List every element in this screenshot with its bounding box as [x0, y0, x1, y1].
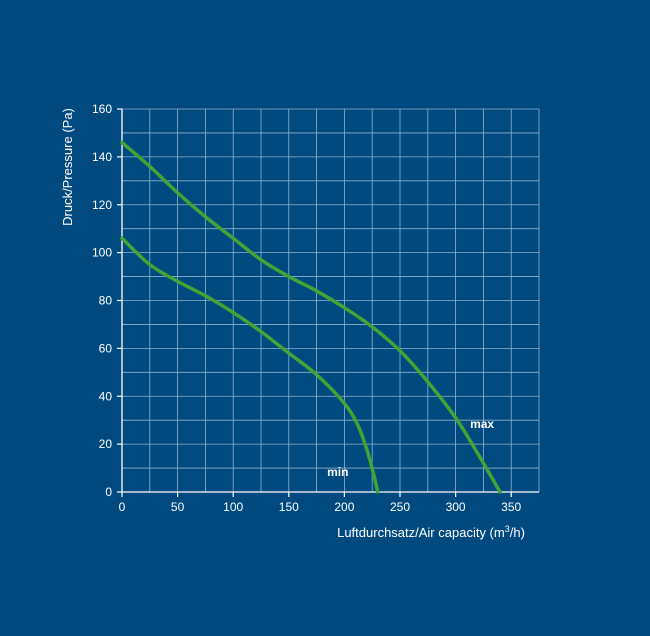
y-tick-label: 120 [92, 198, 112, 212]
grid [122, 108, 540, 492]
x-tick-label: 50 [171, 500, 185, 514]
series-line-max [120, 140, 502, 494]
x-tick-label: 150 [279, 500, 299, 514]
x-tick-label: 250 [390, 500, 410, 514]
series-line-min [120, 236, 380, 494]
y-tick-label: 140 [92, 150, 112, 164]
series-label-max: max [470, 417, 494, 431]
y-axis-title: Druck/Pressure (Pa) [60, 108, 75, 226]
x-tick-label: 0 [119, 500, 126, 514]
series-labels: max min [327, 417, 494, 479]
y-tick-label: 40 [99, 389, 113, 403]
axes [117, 108, 539, 497]
tick-labels: 0 50 100 150 200 250 300 350 0 20 40 60 80 100 120 140 1… [92, 102, 522, 514]
y-tick-label: 160 [92, 102, 112, 116]
x-tick-label: 200 [334, 500, 354, 514]
x-tick-label: 100 [223, 500, 243, 514]
y-tick-label: 60 [99, 341, 113, 355]
x-tick-label: 300 [446, 500, 466, 514]
y-tick-label: 20 [99, 437, 113, 451]
x-tick-label: 350 [501, 500, 521, 514]
x-axis-title: Luftdurchsatz/Air capacity (m3/h) [337, 524, 525, 540]
y-tick-label: 80 [99, 294, 113, 308]
series-label-min: min [327, 465, 348, 479]
series [120, 140, 502, 494]
y-tick-label: 100 [92, 246, 112, 260]
y-tick-label: 0 [105, 485, 112, 499]
